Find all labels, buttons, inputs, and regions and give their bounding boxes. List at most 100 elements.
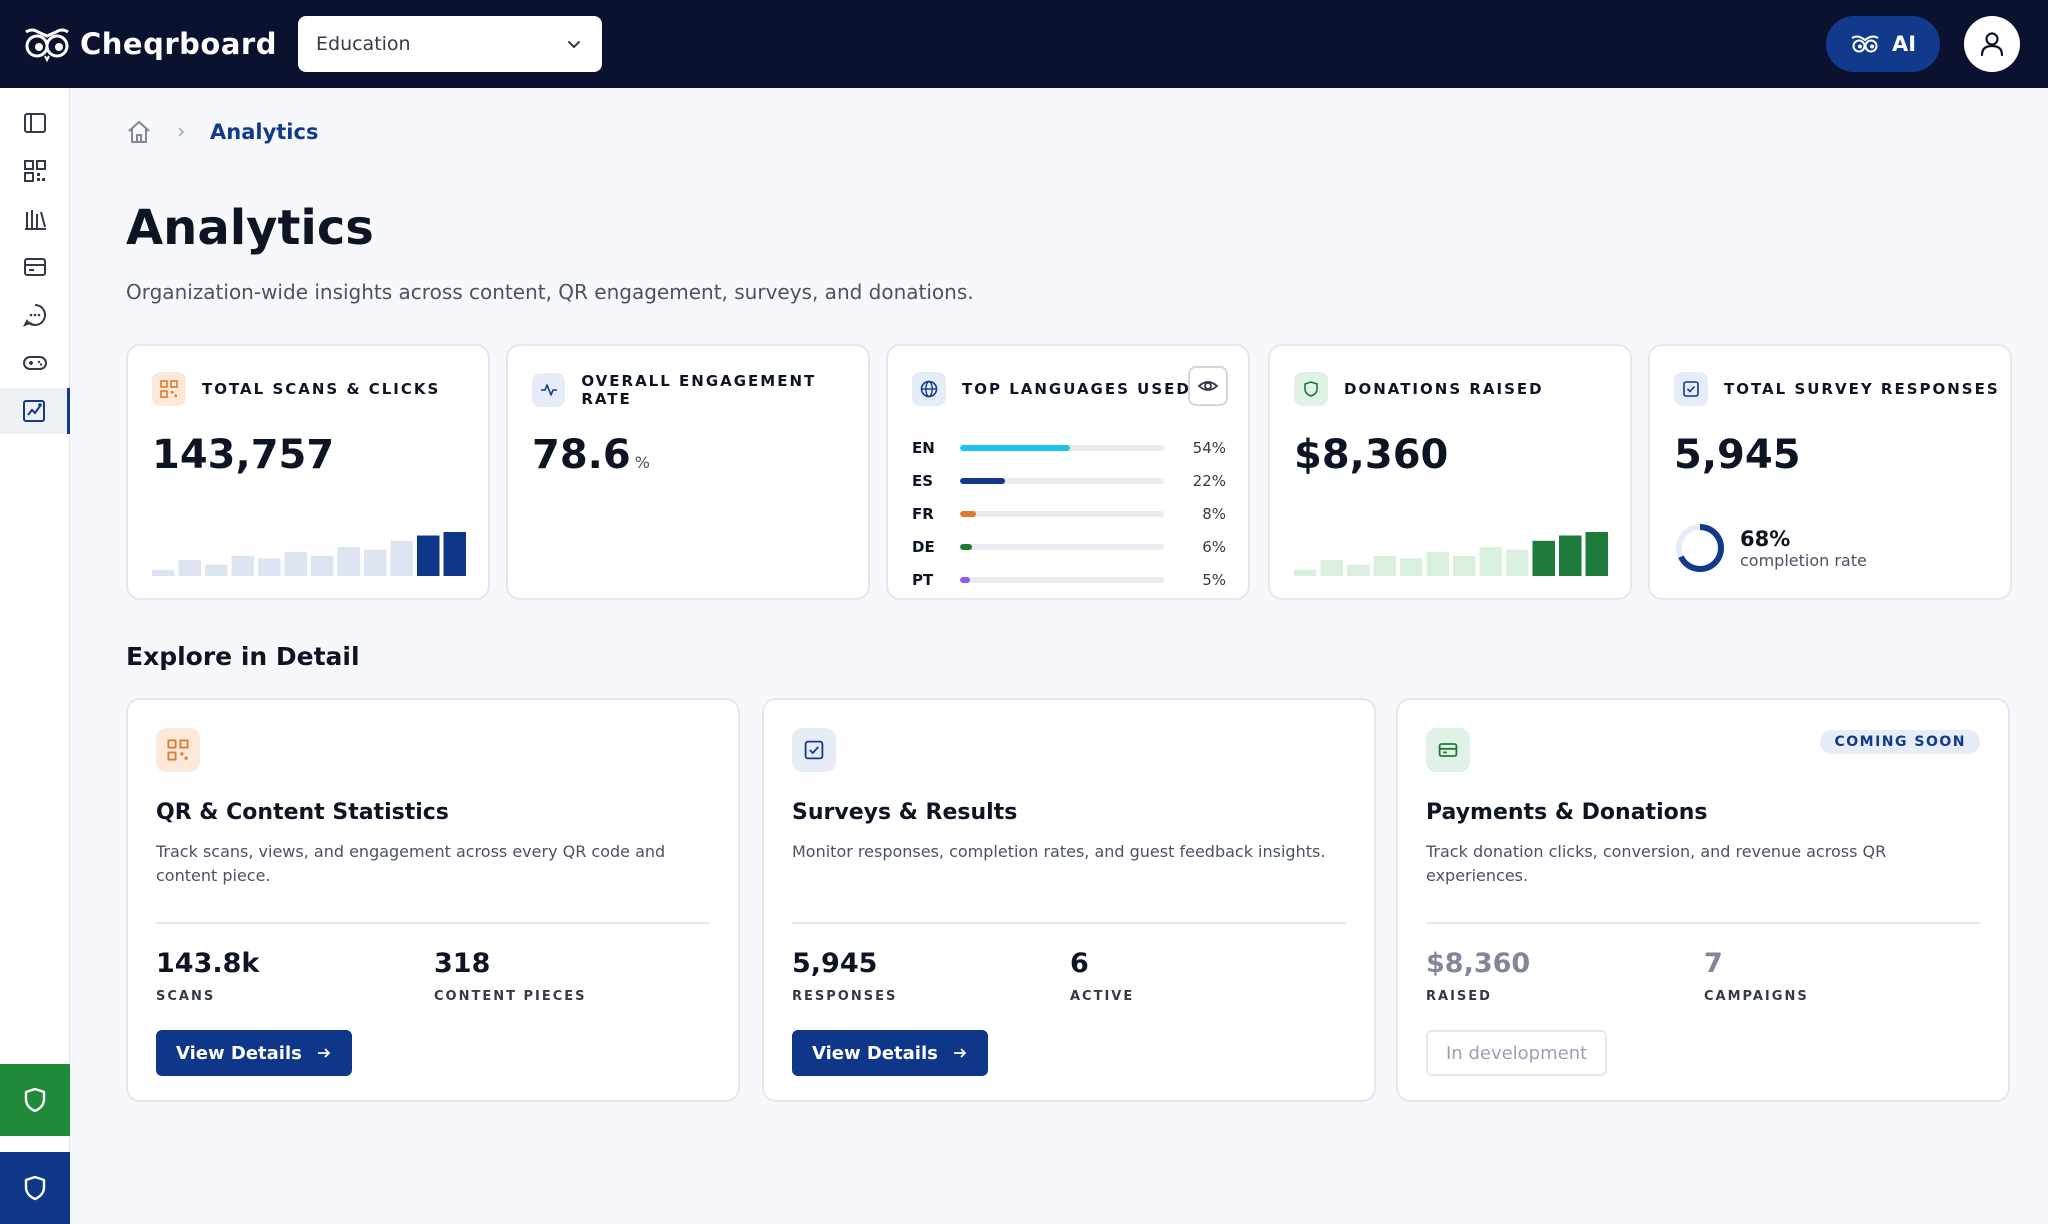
trend-bar bbox=[1479, 546, 1502, 576]
card-description: Track scans, views, and engagement acros… bbox=[156, 842, 666, 885]
checkbox-icon bbox=[1674, 372, 1708, 406]
language-percent: 5% bbox=[1202, 571, 1226, 589]
trend-bar bbox=[1559, 535, 1582, 576]
language-percent: 6% bbox=[1202, 538, 1226, 556]
trend-bar bbox=[1320, 560, 1343, 576]
home-icon[interactable] bbox=[126, 119, 152, 145]
user-icon bbox=[1980, 32, 2004, 57]
sidebar-item-analytics[interactable] bbox=[0, 388, 70, 434]
owl-logo-icon bbox=[25, 28, 69, 62]
language-bar-fill bbox=[960, 445, 1071, 451]
language-bar-track bbox=[960, 445, 1164, 451]
stat-label: SCANS bbox=[156, 989, 216, 1004]
stat-value: 143.8k bbox=[156, 948, 260, 979]
language-bar-track bbox=[960, 478, 1164, 484]
sidebar-item-games[interactable] bbox=[0, 340, 70, 386]
sidebar-item-payments[interactable] bbox=[0, 244, 70, 290]
kpi-label: TOP LANGUAGES USED bbox=[962, 380, 1191, 398]
stat-label: ACTIVE bbox=[1070, 989, 1135, 1004]
button-label: View Details bbox=[812, 1042, 938, 1064]
view-details-button[interactable]: View Details bbox=[792, 1030, 988, 1076]
completion-ring bbox=[1676, 524, 1724, 572]
kpi-label: OVERALL ENGAGEMENT RATE bbox=[581, 372, 817, 408]
engagement-value: 78.6 bbox=[532, 432, 631, 478]
owl-eyes-icon bbox=[1851, 35, 1879, 53]
language-row: FR 8% bbox=[912, 504, 1226, 524]
kpi-card-donations: DONATIONS RAISED $8,360 bbox=[1268, 344, 1632, 600]
kpi-value: 143,757 bbox=[152, 432, 335, 478]
organization-select[interactable]: Education bbox=[298, 16, 602, 72]
stat-value: 5,945 bbox=[792, 948, 878, 979]
panel-icon bbox=[24, 113, 46, 133]
sidebar-item-library[interactable] bbox=[0, 196, 70, 242]
card-title: Surveys & Results bbox=[792, 800, 1018, 825]
gamepad-icon bbox=[23, 356, 47, 370]
ai-button-label: AI bbox=[1891, 32, 1917, 56]
card-stat: $8,360 RAISED bbox=[1426, 948, 1530, 1004]
language-percent: 8% bbox=[1202, 505, 1226, 523]
user-avatar-button[interactable] bbox=[1964, 16, 2020, 72]
language-code: EN bbox=[912, 439, 935, 457]
stat-value: 6 bbox=[1070, 948, 1089, 979]
card-stat: 7 CAMPAIGNS bbox=[1704, 948, 1809, 1004]
trend-bar bbox=[1373, 555, 1396, 576]
stat-value: 7 bbox=[1704, 948, 1723, 979]
kpi-value: $8,360 bbox=[1294, 432, 1449, 478]
language-code: FR bbox=[912, 505, 934, 523]
language-bar-fill bbox=[960, 544, 973, 550]
view-languages-button[interactable] bbox=[1188, 366, 1228, 406]
language-row: PT 5% bbox=[912, 570, 1226, 590]
coming-soon-badge: COMING SOON bbox=[1820, 730, 1980, 754]
donations-trend-chart bbox=[1294, 532, 1608, 576]
breadcrumb-current[interactable]: Analytics bbox=[210, 120, 319, 144]
language-code: PT bbox=[912, 571, 934, 589]
app-name: Cheqrboard bbox=[80, 27, 277, 61]
qr-grid-icon bbox=[152, 372, 186, 406]
scans-trend-chart bbox=[152, 532, 466, 576]
app-logo[interactable]: Cheqrboard bbox=[22, 22, 277, 66]
sidebar-item-surveys[interactable] bbox=[0, 292, 70, 338]
completion-caption: completion rate bbox=[1740, 550, 1867, 570]
section-title: Explore in Detail bbox=[126, 642, 360, 671]
globe-icon bbox=[912, 372, 946, 406]
card-stat: 318 CONTENT PIECES bbox=[434, 948, 587, 1004]
trend-bar bbox=[1426, 551, 1449, 576]
stat-label: CONTENT PIECES bbox=[434, 989, 587, 1004]
shield-icon bbox=[24, 1087, 46, 1113]
organization-select-value: Education bbox=[316, 33, 411, 55]
stat-label: RAISED bbox=[1426, 989, 1492, 1004]
trend-bar bbox=[311, 555, 334, 576]
heart-shield-icon bbox=[1294, 372, 1328, 406]
top-bar: Cheqrboard Education AI bbox=[0, 0, 2048, 88]
card-stat: 143.8k SCANS bbox=[156, 948, 259, 1004]
trend-bar bbox=[364, 549, 387, 576]
kpi-card-languages: TOP LANGUAGES USED EN 54% ES 22% FR 8% DE 6% PT 5… bbox=[886, 344, 1250, 600]
analytics-icon bbox=[22, 400, 45, 422]
ai-assistant-button[interactable]: AI bbox=[1826, 16, 1940, 72]
kpi-card-engagement: OVERALL ENGAGEMENT RATE 78.6% bbox=[506, 344, 870, 600]
kpi-label: TOTAL SURVEY RESPONSES bbox=[1724, 380, 2000, 398]
sidebar-item-content[interactable] bbox=[0, 100, 70, 146]
divider bbox=[792, 922, 1346, 924]
language-bar-track bbox=[960, 511, 1164, 517]
sidebar-security-button-blue[interactable] bbox=[0, 1152, 70, 1224]
sidebar-security-button-green[interactable] bbox=[0, 1064, 70, 1136]
library-icon bbox=[25, 210, 46, 230]
kpi-card-surveys: TOTAL SURVEY RESPONSES 5,945 68% complet… bbox=[1648, 344, 2012, 600]
sidebar-item-qr-codes[interactable] bbox=[0, 148, 70, 194]
completion-percent: 68% bbox=[1740, 526, 1791, 551]
detail-card-surveys: Surveys & Results Monitor responses, com… bbox=[762, 698, 1376, 1102]
in-development-button: In development bbox=[1426, 1030, 1608, 1076]
view-details-button[interactable]: View Details bbox=[156, 1030, 352, 1076]
divider bbox=[1426, 922, 1980, 924]
card-stat: 6 ACTIVE bbox=[1070, 948, 1134, 1004]
divider bbox=[156, 922, 710, 924]
language-bar-track bbox=[960, 544, 1164, 550]
trend-bar bbox=[1294, 569, 1317, 576]
trend-bar bbox=[258, 558, 281, 576]
trend-bar bbox=[152, 569, 175, 576]
trend-bar bbox=[417, 535, 440, 576]
trend-bar bbox=[1347, 564, 1370, 576]
trend-bar bbox=[443, 532, 466, 576]
language-row: ES 22% bbox=[912, 471, 1226, 491]
